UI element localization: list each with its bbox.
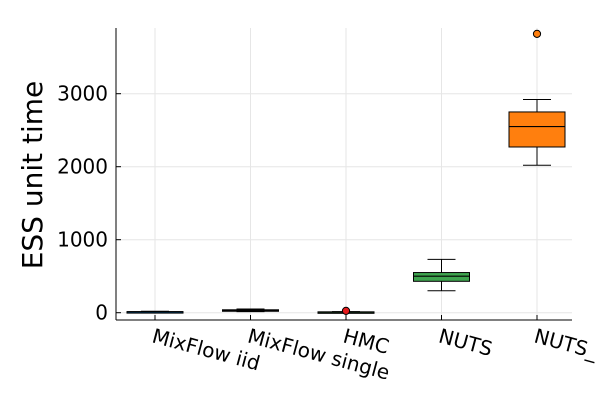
- y-tick-label: 2000: [57, 155, 108, 179]
- x-tick-label: NUTS_: [532, 324, 600, 364]
- grid-lines: [116, 28, 572, 320]
- box-nuts: [413, 258, 470, 292]
- box-mixflow-single: [222, 308, 279, 313]
- x-tick-label: MixFlow iid: [150, 324, 263, 376]
- y-tick-label: 0: [95, 301, 108, 325]
- boxes: [126, 29, 566, 315]
- outlier-point: [532, 29, 542, 38]
- box-iqr: [508, 111, 566, 148]
- box-mixflow-iid: [126, 310, 184, 314]
- outlier-point: [341, 306, 351, 315]
- y-tick-label: 3000: [57, 82, 108, 106]
- axes: [115, 28, 572, 321]
- x-tick-label: NUTS: [436, 324, 495, 361]
- box-hmc: [317, 306, 375, 315]
- box-iqr: [413, 272, 470, 282]
- box-nuts: [508, 29, 566, 166]
- y-axis-label: ESS unit time: [16, 81, 49, 270]
- y-tick-label: 1000: [57, 228, 108, 252]
